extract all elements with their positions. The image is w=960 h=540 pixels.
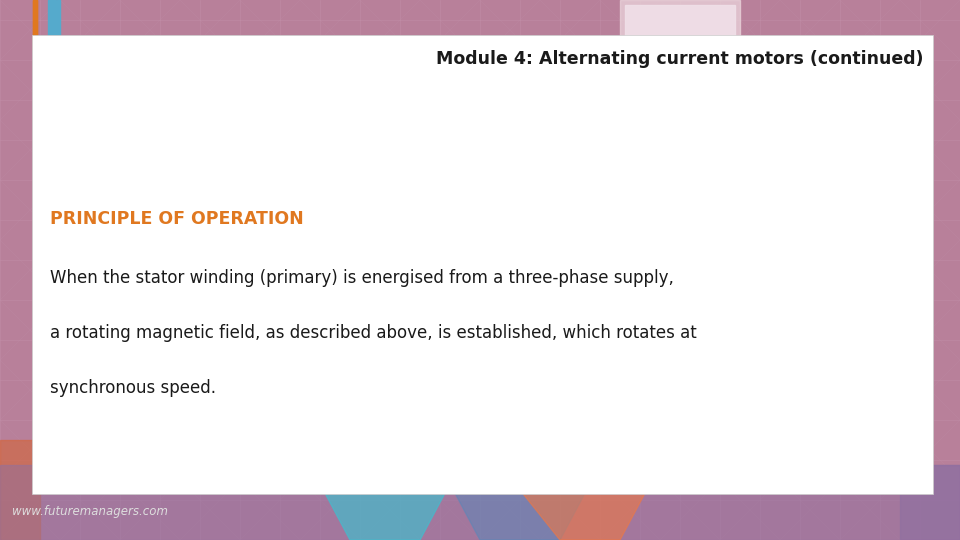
Bar bbox=[900, 465, 960, 540]
Polygon shape bbox=[310, 465, 460, 540]
Bar bbox=[57, 0, 60, 43]
Bar bbox=[625, 5, 735, 45]
Bar bbox=[33, 0, 37, 40]
Text: When the stator winding (primary) is energised from a three-phase supply,: When the stator winding (primary) is ene… bbox=[50, 269, 674, 287]
Bar bbox=[32, 35, 933, 494]
Text: a rotating magnetic field, as described above, is established, which rotates at: a rotating magnetic field, as described … bbox=[50, 324, 696, 342]
Text: synchronous speed.: synchronous speed. bbox=[50, 379, 216, 397]
Bar bbox=[33, 0, 37, 50]
Polygon shape bbox=[440, 465, 600, 540]
Bar bbox=[620, 0, 740, 50]
Bar bbox=[48, 0, 53, 50]
Bar bbox=[50, 0, 56, 43]
Bar bbox=[0, 440, 40, 540]
Polygon shape bbox=[500, 465, 660, 540]
Bar bbox=[0, 465, 960, 540]
Text: PRINCIPLE OF OPERATION: PRINCIPLE OF OPERATION bbox=[50, 210, 303, 227]
Bar bbox=[53, 0, 55, 50]
Text: Module 4: Alternating current motors (continued): Module 4: Alternating current motors (co… bbox=[436, 50, 924, 68]
Text: www.futuremanagers.com: www.futuremanagers.com bbox=[12, 505, 168, 518]
